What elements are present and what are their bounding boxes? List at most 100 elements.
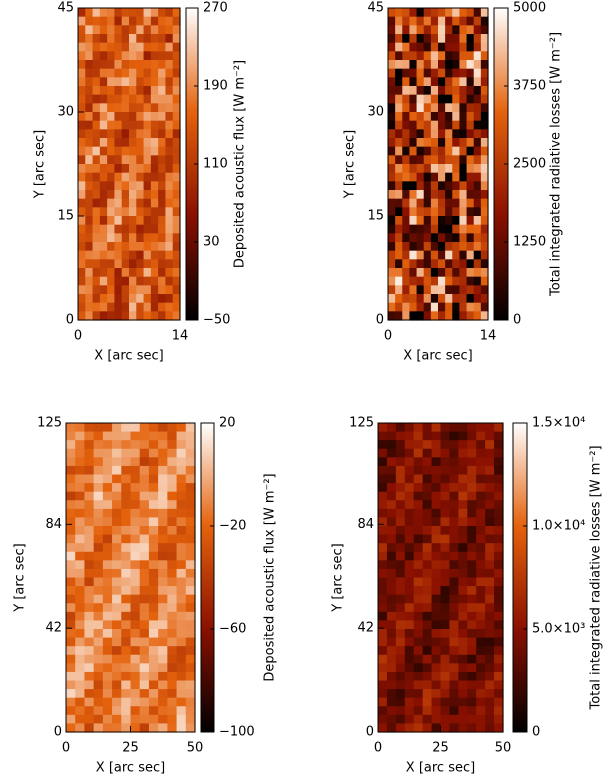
- map-cell: [423, 216, 432, 226]
- map-cell: [430, 190, 439, 200]
- map-cell: [423, 198, 432, 208]
- map-cell: [452, 42, 461, 52]
- map-cell: [165, 94, 174, 104]
- map-cell: [485, 551, 495, 561]
- map-cell: [467, 586, 477, 596]
- map-cell: [66, 500, 76, 510]
- map-cell: [121, 457, 132, 467]
- map-cell: [121, 129, 130, 139]
- map-cell: [136, 207, 145, 217]
- map-cell: [112, 697, 122, 707]
- map-cell: [107, 34, 116, 44]
- map-cell: [114, 60, 123, 70]
- map-cell: [143, 172, 152, 182]
- map-cell: [129, 155, 137, 165]
- map-cell: [75, 517, 86, 527]
- map-cell: [92, 276, 101, 286]
- map-cell: [165, 120, 174, 130]
- map-cell: [402, 120, 411, 130]
- map-cell: [102, 629, 113, 639]
- map-cell: [172, 103, 181, 113]
- map-cell: [121, 86, 130, 96]
- map-cell: [130, 577, 141, 587]
- map-cell: [185, 508, 196, 519]
- y-tick-label: 125: [37, 416, 62, 431]
- map-cell: [167, 594, 178, 604]
- map-cell: [409, 16, 418, 26]
- map-cell: [466, 94, 475, 104]
- map-cell: [402, 233, 411, 243]
- map-cell: [165, 242, 174, 252]
- map-cell: [92, 302, 101, 312]
- map-cell: [494, 654, 504, 664]
- map-cell: [449, 603, 459, 613]
- map-cell: [480, 259, 489, 269]
- map-cell: [92, 120, 101, 130]
- map-cell: [476, 423, 486, 433]
- map-cell: [422, 491, 433, 501]
- map-cell: [121, 671, 132, 682]
- map-cell: [473, 51, 482, 61]
- map-cell: [112, 517, 122, 527]
- map-cell: [107, 25, 116, 35]
- map-cell: [480, 233, 489, 243]
- map-cell: [395, 465, 406, 476]
- map-cell: [114, 276, 123, 286]
- map-cell: [431, 474, 442, 484]
- map-cell: [148, 706, 159, 716]
- map-cell: [99, 233, 108, 243]
- map-cell: [485, 483, 495, 493]
- map-cell: [404, 723, 415, 733]
- map-cell: [167, 629, 178, 639]
- map-cell: [452, 198, 461, 208]
- map-cell: [176, 448, 187, 458]
- map-cell: [121, 560, 132, 570]
- map-cell: [172, 216, 181, 226]
- map-cell: [121, 94, 130, 104]
- map-cell: [423, 224, 432, 234]
- map-cell: [395, 603, 406, 613]
- map-cell: [121, 594, 132, 604]
- map-cell: [102, 663, 113, 673]
- map-cell: [158, 706, 168, 716]
- map-cell: [395, 629, 406, 639]
- map-cell: [430, 138, 439, 148]
- colorbar-label: Deposited acoustic flux [W m⁻²]: [233, 60, 248, 268]
- map-cell: [139, 620, 150, 630]
- map-cell: [452, 302, 461, 312]
- map-cell: [416, 60, 425, 70]
- map-cell: [185, 500, 196, 510]
- map-cell: [93, 423, 104, 433]
- y-tick-label: 0: [66, 313, 74, 328]
- map-cell: [121, 120, 130, 130]
- map-cell: [458, 671, 468, 682]
- map-cell: [121, 465, 132, 476]
- map-cell: [386, 491, 397, 501]
- map-cell: [167, 526, 178, 536]
- map-cell: [114, 8, 123, 18]
- map-cell: [423, 259, 432, 269]
- map-cell: [85, 207, 94, 217]
- map-cell: [66, 671, 76, 682]
- map-cell: [143, 94, 152, 104]
- map-cell: [476, 594, 486, 604]
- map-cell: [388, 34, 396, 44]
- map-cell: [66, 568, 76, 579]
- map-cell: [84, 680, 95, 690]
- map-cell: [473, 207, 482, 217]
- map-cell: [185, 448, 196, 458]
- map-cell: [136, 68, 145, 78]
- map-cell: [158, 294, 167, 304]
- map-cell: [130, 457, 141, 467]
- map-cell: [449, 706, 459, 716]
- map-cell: [167, 611, 178, 622]
- map-cell: [92, 155, 101, 165]
- map-cell: [473, 198, 482, 208]
- map-cell: [102, 560, 113, 570]
- map-cell: [102, 457, 113, 467]
- map-cell: [121, 706, 132, 716]
- map-cell: [494, 465, 504, 476]
- map-cell: [466, 51, 475, 61]
- map-cell: [459, 311, 468, 321]
- map-cell: [378, 534, 388, 544]
